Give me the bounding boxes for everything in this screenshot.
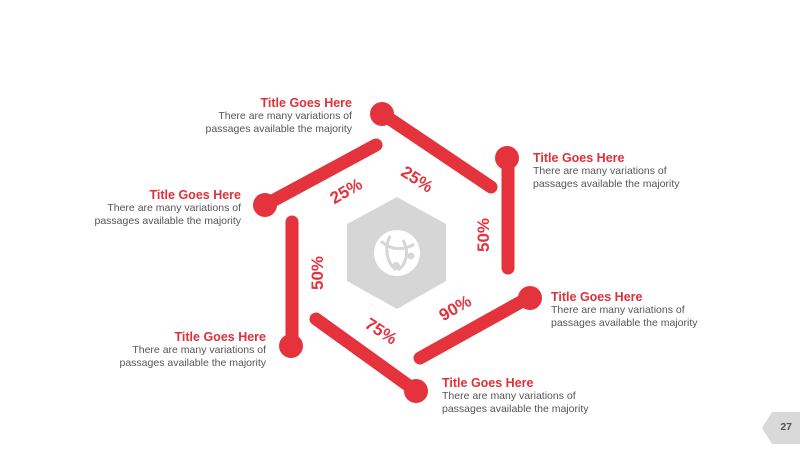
- item-description-line2: passages available the majority: [442, 403, 589, 415]
- item-title: Title Goes Here: [551, 290, 643, 304]
- item-description-line1: There are many variations of: [107, 202, 241, 214]
- segment-label-right: 50%: [474, 218, 493, 252]
- globe-network-icon: [374, 230, 420, 276]
- item-title: Title Goes Here: [149, 188, 241, 202]
- segment-bar-top-right: [374, 106, 498, 194]
- page-number-tab-shape: [762, 412, 800, 444]
- item-description-line1: There are many variations of: [551, 304, 685, 316]
- node-circle-2: [495, 146, 519, 170]
- node-circle-4: [404, 379, 428, 403]
- segment-label-bottom-right: 90%: [436, 292, 475, 325]
- node-circle-1: [370, 102, 394, 126]
- item-bottom-left: Title Goes Here There are many variation…: [36, 330, 267, 370]
- segment-label-top-right: 25%: [398, 162, 437, 196]
- item-right: Title Goes Here There are many variation…: [551, 290, 781, 330]
- item-title: Title Goes Here: [533, 151, 625, 165]
- item-title: Title Goes Here: [260, 96, 352, 110]
- node-circle-3: [518, 286, 542, 310]
- item-bottom-right: Title Goes Here There are many variation…: [442, 376, 672, 416]
- item-top-right: Title Goes Here There are many variation…: [533, 151, 763, 191]
- item-left: Title Goes Here There are many variation…: [11, 188, 242, 228]
- node-circle-6: [253, 193, 277, 217]
- item-description-line1: There are many variations of: [132, 344, 266, 356]
- item-description-line2: passages available the majority: [551, 317, 698, 329]
- segment-bar-bottom-right: [413, 291, 535, 365]
- segment-label-left: 50%: [308, 256, 327, 290]
- item-description-line2: passages available the majority: [119, 357, 267, 369]
- segment-label-top-left: 25%: [327, 175, 366, 208]
- item-description-line2: passages available the majority: [205, 123, 353, 135]
- item-description-line1: There are many variations of: [533, 165, 667, 177]
- segment-bar-top-left: [258, 138, 383, 212]
- item-description-line1: There are many variations of: [442, 390, 576, 402]
- item-title: Title Goes Here: [442, 376, 534, 390]
- node-circle-5: [279, 334, 303, 358]
- item-title: Title Goes Here: [174, 330, 266, 344]
- page-number-tab: 27: [762, 412, 800, 444]
- item-description-line2: passages available the majority: [533, 178, 680, 190]
- item-top-left: Title Goes Here There are many variation…: [122, 96, 353, 136]
- segment-bar-bottom-left: [309, 312, 423, 398]
- item-description-line1: There are many variations of: [218, 110, 352, 122]
- segment-label-bottom-left: 75%: [362, 314, 401, 348]
- page-number: 27: [780, 421, 792, 433]
- item-description-line2: passages available the majority: [94, 215, 242, 227]
